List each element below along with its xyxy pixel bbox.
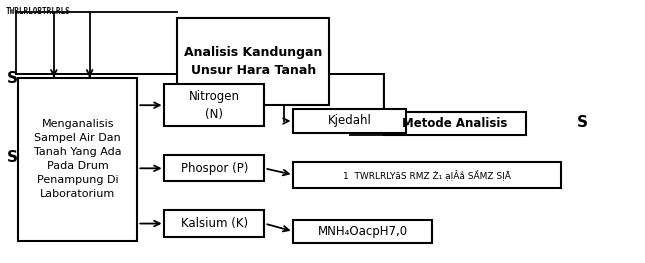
Text: Kjedahl: Kjedahl (328, 114, 372, 128)
Text: MNH₄OacpH7,0: MNH₄OacpH7,0 (318, 225, 408, 238)
FancyBboxPatch shape (293, 220, 432, 243)
Text: S: S (577, 115, 588, 130)
Text: Nitrogen
(N): Nitrogen (N) (189, 90, 240, 121)
FancyBboxPatch shape (384, 112, 526, 135)
FancyBboxPatch shape (293, 162, 561, 188)
FancyBboxPatch shape (18, 78, 137, 241)
Text: S: S (6, 150, 17, 165)
Text: Kalsium (K): Kalsium (K) (181, 217, 248, 230)
Text: TWRLRLOBTRLRLS: TWRLRLOBTRLRLS (5, 7, 70, 16)
Text: S: S (6, 71, 17, 87)
Text: 1  TWRLRLYāS RMZ Ż₁ ạỊẢắ SẦMZ SỊĀ: 1 TWRLRLYāS RMZ Ż₁ ạỊẢắ SẦMZ SỊĀ (343, 169, 511, 180)
FancyBboxPatch shape (164, 210, 264, 237)
Text: Menganalisis
Sampel Air Dan
Tanah Yang Ada
Pada Drum
Penampung Di
Laboratorium: Menganalisis Sampel Air Dan Tanah Yang A… (34, 119, 121, 199)
FancyBboxPatch shape (164, 155, 264, 181)
Text: Analisis Kandungan
Unsur Hara Tanah: Analisis Kandungan Unsur Hara Tanah (184, 46, 322, 77)
FancyBboxPatch shape (164, 84, 264, 126)
FancyBboxPatch shape (177, 18, 329, 105)
Text: Phospor (P): Phospor (P) (181, 162, 248, 175)
FancyBboxPatch shape (293, 109, 406, 133)
Text: Metode Analisis: Metode Analisis (402, 117, 508, 130)
